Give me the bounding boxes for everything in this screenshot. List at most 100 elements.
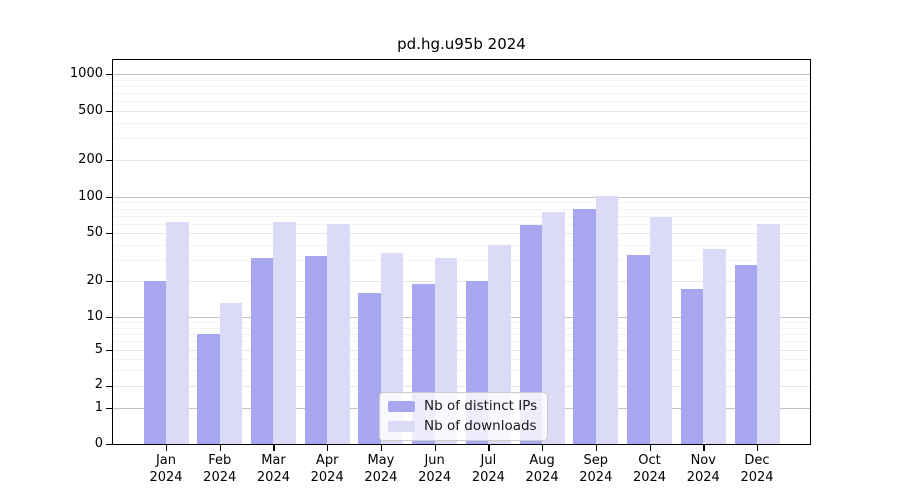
gridline (113, 369, 810, 371)
year-label: 2024 (525, 470, 559, 485)
gridline (113, 197, 810, 198)
month-label: Feb (208, 453, 232, 468)
year-label: 2024 (686, 470, 720, 485)
bar-distinct-ips (250, 258, 274, 444)
gridline (113, 327, 810, 329)
year-label: 2024 (740, 470, 774, 485)
gridline (113, 358, 810, 360)
bar-distinct-ips (519, 225, 543, 444)
year-label: 2024 (471, 470, 505, 485)
plot-area (112, 59, 811, 445)
x-tick-label: Sep 2024 (561, 452, 631, 486)
x-tick (542, 445, 544, 451)
bar-layer (113, 60, 810, 444)
gridline (113, 385, 810, 387)
bar-distinct-ips (573, 209, 596, 444)
x-tick-label: Apr 2024 (292, 452, 362, 486)
x-tick (649, 445, 651, 451)
bar-downloads (649, 217, 673, 444)
gridline (113, 259, 810, 261)
y-tick (106, 233, 113, 235)
x-tick (595, 445, 598, 451)
y-tick (106, 74, 113, 76)
gridline (113, 138, 810, 140)
bar-downloads (327, 223, 350, 444)
month-label: Mar (261, 453, 286, 468)
x-tick-label: Oct 2024 (615, 452, 685, 486)
month-label: Nov (690, 453, 716, 468)
month-label: Aug (529, 453, 555, 468)
x-tick-label: Dec 2024 (722, 452, 792, 486)
y-tick (106, 281, 113, 283)
x-tick (166, 445, 168, 451)
year-label: 2024 (364, 470, 398, 485)
x-tick (327, 445, 329, 451)
x-tick (757, 445, 759, 451)
y-tick-label: 100 (78, 188, 103, 204)
year-label: 2024 (632, 470, 667, 485)
bar-downloads (757, 223, 780, 444)
bar-downloads (166, 221, 189, 444)
y-tick-label: 50 (86, 224, 103, 240)
gridline (113, 111, 810, 112)
y-tick-label: 10 (86, 308, 103, 324)
grid-layer (113, 60, 810, 444)
x-tick (488, 445, 490, 451)
bar-downloads (273, 221, 296, 444)
month-label: May (367, 453, 395, 468)
bar-distinct-ips (627, 254, 650, 444)
x-tick-label: Jul 2024 (453, 452, 523, 486)
y-tick-label: 1000 (69, 65, 103, 81)
month-label: Jul (480, 453, 497, 468)
month-label: Jun (424, 453, 445, 468)
y-tick (106, 317, 113, 319)
x-tick-label: Mar 2024 (238, 452, 308, 486)
x-tick-label: May 2024 (346, 452, 416, 486)
y-tick-label: 0 (94, 435, 103, 451)
y-tick-label: 200 (78, 151, 103, 167)
bar-distinct-ips (143, 281, 166, 444)
x-tick (703, 445, 705, 451)
y-tick (106, 385, 113, 387)
x-tick-label: Jun 2024 (400, 452, 470, 486)
gridline (113, 350, 810, 351)
gridline (113, 244, 810, 246)
month-label: Oct (638, 453, 661, 468)
year-label: 2024 (203, 470, 237, 485)
gridline (113, 215, 810, 217)
legend-swatch-downloads (388, 420, 415, 432)
legend-label-downloads: Nb of downloads (424, 418, 537, 434)
y-tick-label: 5 (94, 341, 103, 357)
gridline (113, 79, 810, 81)
year-label: 2024 (256, 470, 290, 485)
bar-distinct-ips (734, 265, 757, 444)
gridline (113, 160, 810, 161)
y-tick (106, 160, 113, 162)
y-tick-label: 500 (78, 102, 103, 118)
month-label: Apr (315, 453, 339, 468)
gridline (113, 74, 810, 75)
gridline (113, 202, 810, 204)
x-tick (219, 445, 222, 451)
bar-distinct-ips (197, 333, 220, 444)
gridline (113, 333, 810, 335)
x-tick-label: Aug 2024 (507, 452, 577, 486)
gridline (113, 233, 810, 234)
y-tick (106, 111, 113, 113)
year-label: 2024 (310, 470, 344, 485)
year-label: 2024 (418, 470, 452, 485)
x-tick (273, 445, 275, 451)
bar-downloads (703, 248, 726, 444)
y-tick-label: 2 (94, 377, 103, 392)
bar-distinct-ips (680, 289, 704, 444)
x-tick (380, 445, 383, 451)
month-label: Dec (744, 453, 770, 468)
gridline (113, 101, 810, 103)
gridline (113, 85, 810, 87)
month-label: Jan (155, 453, 177, 468)
legend: Nb of distinct IPs Nb of downloads (379, 392, 548, 441)
legend-label-distinct-ips: Nb of distinct IPs (424, 398, 538, 414)
bar-distinct-ips (358, 292, 381, 444)
y-tick (106, 444, 113, 446)
